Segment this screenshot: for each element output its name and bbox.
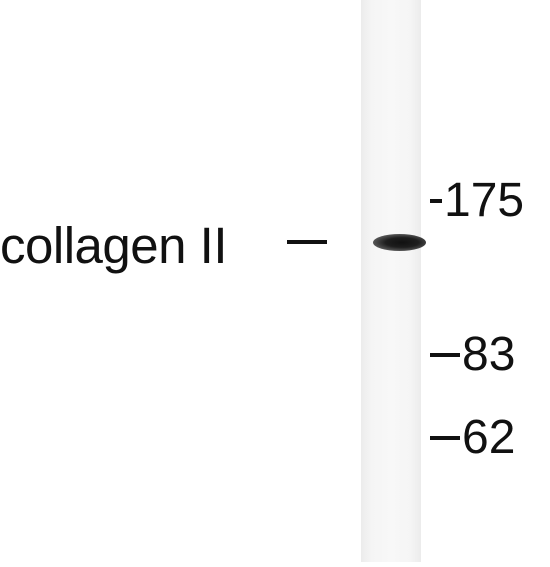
protein-label-dash [287, 240, 327, 244]
marker-83: 83 [430, 327, 515, 383]
protein-label: collagen II [0, 217, 228, 274]
marker-62: 62 [430, 410, 515, 466]
blot-lane [361, 0, 421, 562]
marker-tick [430, 436, 460, 441]
marker-label: 83 [462, 328, 516, 381]
marker-tick [430, 199, 442, 204]
marker-label: 175 [444, 174, 525, 227]
marker-label: 62 [462, 411, 516, 464]
marker-175: 175 [430, 173, 524, 229]
protein-band [373, 234, 426, 251]
marker-tick [430, 353, 460, 358]
